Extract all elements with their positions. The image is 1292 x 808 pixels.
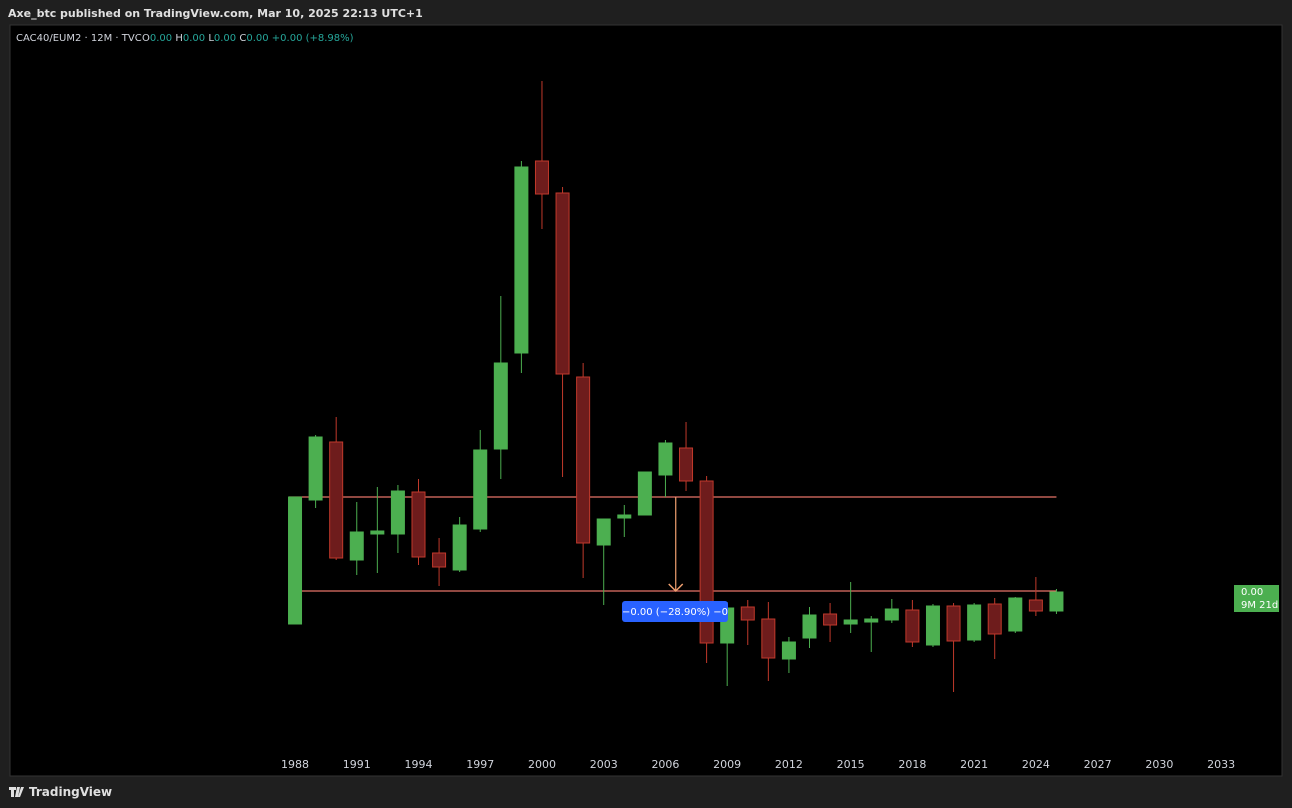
candle-body bbox=[679, 447, 694, 482]
x-tick-label: 2030 bbox=[1145, 758, 1173, 771]
x-tick-label: 2006 bbox=[651, 758, 679, 771]
measure-arrowhead bbox=[668, 583, 684, 593]
candle-body bbox=[884, 608, 899, 621]
ohlc-value: 0.00 bbox=[214, 33, 236, 44]
candle-body bbox=[514, 166, 529, 354]
candle-body bbox=[864, 618, 879, 623]
candle-body bbox=[576, 376, 591, 544]
price-label: 0.00 bbox=[1241, 587, 1263, 598]
logo: TradingView bbox=[9, 785, 112, 799]
measure-label: −0.00 (−28.90%) −0 bbox=[622, 607, 728, 618]
candle-body bbox=[781, 641, 796, 660]
ohlc-label: L bbox=[208, 33, 214, 44]
candle-body bbox=[1008, 597, 1023, 632]
candle-body bbox=[411, 491, 426, 558]
candle-body bbox=[946, 605, 961, 642]
candle-body bbox=[637, 471, 652, 516]
ohlc-change: +0.00 (+8.98%) bbox=[272, 33, 354, 44]
ohlc-values: O0.00 H0.00 L0.00 C0.00 +0.00 (+8.98%) bbox=[142, 33, 354, 44]
symbol: CAC40/EUM2 · 12M · TVC bbox=[16, 33, 142, 44]
x-tick-label: 1994 bbox=[404, 758, 432, 771]
candle-body bbox=[843, 619, 858, 625]
ohlc-label: C bbox=[239, 33, 246, 44]
candle-body bbox=[596, 518, 611, 546]
candle-body bbox=[658, 442, 673, 476]
x-tick-label: 2024 bbox=[1022, 758, 1050, 771]
x-tick-label: 1991 bbox=[343, 758, 371, 771]
x-tick-label: 1997 bbox=[466, 758, 494, 771]
candle-body bbox=[390, 490, 405, 535]
ohlc-value: 0.00 bbox=[183, 33, 205, 44]
ohlc-value: 0.00 bbox=[150, 33, 172, 44]
candle-body bbox=[925, 605, 940, 646]
candle-body bbox=[308, 436, 323, 501]
candle-body bbox=[802, 614, 817, 639]
x-tick-label: 2018 bbox=[898, 758, 926, 771]
candle-body bbox=[370, 530, 385, 535]
x-tick-label: 2015 bbox=[837, 758, 865, 771]
x-tick-label: 2000 bbox=[528, 758, 556, 771]
ohlc-label: O bbox=[142, 33, 150, 44]
logo-icon bbox=[9, 787, 24, 797]
ohlc-legend: O0.00 H0.00 L0.00 C0.00 +0.00 (+8.98%) bbox=[142, 33, 354, 44]
ohlc-label: H bbox=[175, 33, 183, 44]
candle-body bbox=[823, 613, 838, 626]
candle-body bbox=[349, 531, 364, 561]
candle-body bbox=[740, 606, 755, 621]
measure-box bbox=[622, 601, 728, 622]
plot-area bbox=[9, 24, 1283, 777]
candle-body bbox=[473, 449, 488, 530]
candle-body bbox=[288, 496, 303, 625]
countdown-label: 9M 21d bbox=[1241, 600, 1278, 611]
x-tick-label: 2027 bbox=[1084, 758, 1112, 771]
brand: TradingView bbox=[29, 785, 112, 799]
candle-body bbox=[452, 524, 467, 571]
candle-body bbox=[617, 514, 632, 519]
candle-body bbox=[534, 160, 549, 195]
x-tick-label: 2021 bbox=[960, 758, 988, 771]
x-tick-label: 1988 bbox=[281, 758, 309, 771]
candle-body bbox=[1028, 599, 1043, 612]
candle-body bbox=[432, 552, 447, 568]
ohlc-value: 0.00 bbox=[246, 33, 268, 44]
x-tick-label: 2012 bbox=[775, 758, 803, 771]
candle-body bbox=[1049, 591, 1064, 612]
x-tick-label: 2009 bbox=[713, 758, 741, 771]
candle-body bbox=[493, 362, 508, 450]
candle-body bbox=[987, 603, 1002, 635]
candle-body bbox=[761, 618, 776, 659]
x-tick-label: 2033 bbox=[1207, 758, 1235, 771]
x-tick-label: 2003 bbox=[590, 758, 618, 771]
candle-body bbox=[905, 609, 920, 643]
candle-body bbox=[555, 192, 570, 375]
candle-body bbox=[967, 604, 982, 641]
candle-body bbox=[329, 441, 344, 559]
price-box bbox=[1234, 585, 1279, 612]
publish-info: Axe_btc published on TradingView.com, Ma… bbox=[8, 7, 423, 20]
